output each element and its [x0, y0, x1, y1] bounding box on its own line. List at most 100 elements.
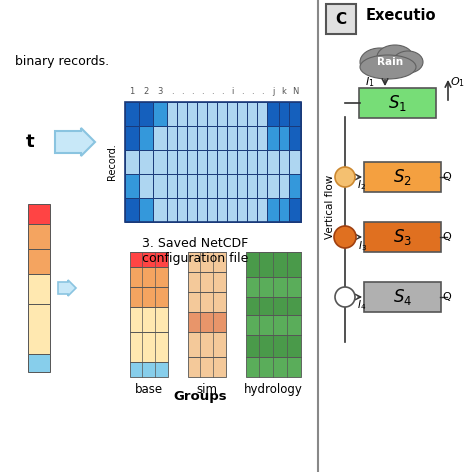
Bar: [197, 150, 207, 174]
Text: C: C: [336, 11, 346, 26]
Ellipse shape: [377, 45, 413, 69]
Bar: [139, 198, 153, 222]
Text: .: .: [261, 87, 263, 96]
Bar: [153, 174, 167, 198]
Bar: [217, 150, 227, 174]
Bar: [167, 198, 177, 222]
Text: 3: 3: [157, 87, 163, 96]
Text: Q: Q: [442, 172, 451, 182]
Text: Vertical flow: Vertical flow: [325, 175, 335, 239]
Bar: [227, 102, 237, 126]
Bar: [257, 102, 267, 126]
Bar: [247, 126, 257, 150]
Text: $I_2$: $I_2$: [357, 178, 366, 192]
Text: Q: Q: [442, 232, 451, 242]
Text: $\mathbf{t}$: $\mathbf{t}$: [25, 133, 35, 151]
Bar: [217, 174, 227, 198]
Ellipse shape: [360, 55, 416, 79]
Bar: [279, 102, 289, 126]
Bar: [257, 198, 267, 222]
Bar: [167, 102, 177, 126]
Bar: [187, 126, 197, 150]
Bar: [139, 102, 153, 126]
Bar: [153, 102, 167, 126]
Bar: [197, 102, 207, 126]
Text: Q: Q: [442, 292, 451, 302]
Text: $I_1$: $I_1$: [365, 75, 375, 89]
FancyBboxPatch shape: [326, 4, 356, 34]
Circle shape: [335, 287, 355, 307]
Bar: [217, 102, 227, 126]
Bar: [207, 102, 217, 126]
Text: Executio: Executio: [366, 8, 437, 24]
Bar: [237, 174, 247, 198]
Bar: [188, 252, 226, 272]
Bar: [267, 174, 279, 198]
Bar: [167, 174, 177, 198]
Bar: [207, 198, 217, 222]
Bar: [188, 332, 226, 357]
Bar: [247, 198, 257, 222]
Bar: [246, 335, 301, 357]
Bar: [177, 102, 187, 126]
Bar: [289, 102, 301, 126]
Bar: [237, 198, 247, 222]
Bar: [197, 126, 207, 150]
Text: .: .: [211, 87, 213, 96]
Bar: [139, 126, 153, 150]
Bar: [28, 304, 50, 354]
FancyBboxPatch shape: [364, 282, 441, 312]
FancyBboxPatch shape: [364, 222, 441, 252]
Bar: [130, 307, 168, 332]
Bar: [247, 150, 257, 174]
Bar: [187, 150, 197, 174]
Text: $S_2$: $S_2$: [393, 167, 412, 187]
FancyArrow shape: [55, 128, 95, 156]
Text: N: N: [292, 87, 298, 96]
Bar: [125, 102, 139, 126]
Bar: [130, 362, 168, 377]
Bar: [267, 150, 279, 174]
Text: base: base: [135, 383, 163, 396]
Text: k: k: [282, 87, 287, 96]
Text: .: .: [251, 87, 253, 96]
Text: $S_3$: $S_3$: [393, 227, 412, 247]
Bar: [177, 174, 187, 198]
Bar: [279, 126, 289, 150]
Bar: [227, 150, 237, 174]
Text: .: .: [241, 87, 243, 96]
Text: 2: 2: [143, 87, 149, 96]
FancyBboxPatch shape: [359, 88, 436, 118]
Bar: [267, 102, 279, 126]
Text: Groups: Groups: [173, 390, 227, 403]
Bar: [207, 126, 217, 150]
Bar: [246, 252, 301, 277]
Bar: [217, 198, 227, 222]
Bar: [125, 174, 139, 198]
Bar: [125, 198, 139, 222]
Text: .: .: [181, 87, 183, 96]
Bar: [289, 174, 301, 198]
Bar: [246, 277, 301, 297]
Bar: [153, 198, 167, 222]
Text: Rain: Rain: [377, 57, 403, 67]
Bar: [130, 287, 168, 307]
Text: $S_4$: $S_4$: [393, 287, 412, 307]
Bar: [167, 126, 177, 150]
Bar: [227, 174, 237, 198]
Bar: [289, 126, 301, 150]
Bar: [197, 174, 207, 198]
Text: i: i: [231, 87, 233, 96]
Bar: [267, 126, 279, 150]
Bar: [177, 126, 187, 150]
Bar: [257, 150, 267, 174]
Text: hydrology: hydrology: [244, 383, 303, 396]
Bar: [207, 174, 217, 198]
Bar: [188, 292, 226, 312]
Bar: [217, 126, 227, 150]
Ellipse shape: [360, 48, 400, 76]
Bar: [187, 198, 197, 222]
Bar: [125, 150, 139, 174]
Bar: [289, 150, 301, 174]
Text: $I_4$: $I_4$: [357, 298, 366, 312]
